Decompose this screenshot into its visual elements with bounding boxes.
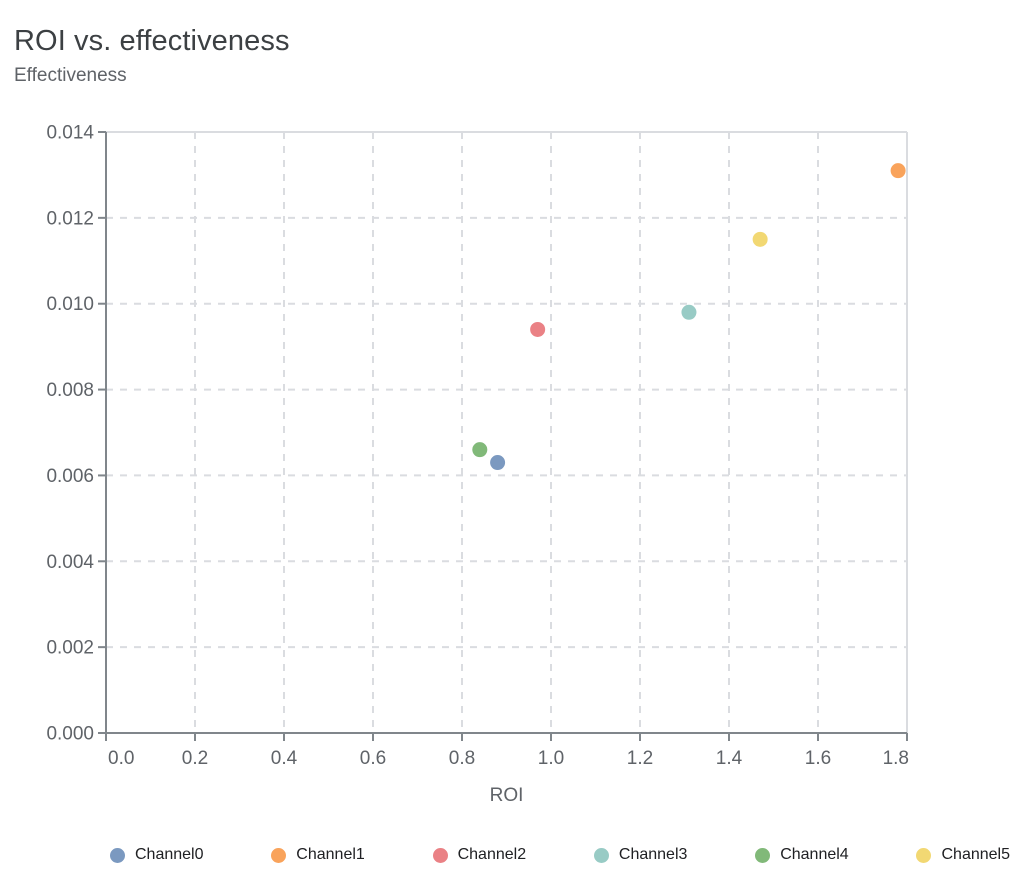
y-tick-label: 0.014 [46,123,94,144]
y-tick-label: 0.010 [46,294,94,315]
y-tick-label: 0.012 [46,208,94,229]
x-tick-label: 0.2 [182,748,208,769]
y-tick-label: 0.008 [46,380,94,401]
legend-label: Channel4 [780,846,849,863]
data-point-channel2[interactable] [530,321,546,337]
data-point-channel0[interactable] [490,455,506,471]
legend-item-channel3[interactable]: Channel3 [593,846,688,864]
legend-marker-icon [432,847,448,863]
legend-label: Channel5 [941,846,1010,863]
x-tick-label: 0.0 [108,748,134,769]
x-tick-label: 1.0 [538,748,564,769]
legend-marker-icon [916,847,932,863]
y-tick-label: 0.006 [46,466,94,487]
x-tick-label: 0.6 [360,748,386,769]
legend-marker-icon [110,847,125,863]
y-tick-label: 0.004 [46,552,94,573]
scatter-plot: 0.0 0.2 0.4 0.6 0.8 1.0 1.2 1.4 1.6 1.8 0.000 0.002… [46,123,909,807]
x-tick-label: 1.6 [805,748,831,769]
legend-label: Channel3 [618,846,688,863]
x-axis-title: ROI [490,785,524,806]
x-tick-label: 0.8 [449,748,475,769]
x-tick-label: 0.4 [271,748,298,769]
data-point-channel4[interactable] [472,442,488,458]
y-axis-title: Effectiveness [14,65,127,86]
legend-item-channel0[interactable]: Channel0 [110,846,204,864]
x-tick-label: 1.8 [883,748,909,769]
legend-label: Channel1 [296,846,365,863]
legend-label: Channel2 [457,846,527,863]
x-tick-label: 1.4 [716,748,743,769]
legend-marker-icon [271,847,287,863]
page-title: ROI vs. effectiveness [14,25,290,58]
data-point-channel3[interactable] [681,304,697,320]
legend-marker-icon [755,847,771,863]
legend-item-channel4[interactable]: Channel4 [755,846,849,864]
legend-marker-icon [593,847,609,863]
data-point-channel5[interactable] [752,231,768,247]
legend-item-channel1[interactable]: Channel1 [271,846,365,864]
x-tick-label: 1.2 [627,748,653,769]
y-tick-label: 0.002 [46,638,94,659]
data-point-channel1[interactable] [890,163,906,179]
legend-label: Channel0 [135,846,204,863]
legend-item-channel2[interactable]: Channel2 [432,846,527,864]
legend-item-channel5[interactable]: Channel5 [916,846,1010,864]
legend: Channel0 Channel1 Channel2 Channel3 Channel4… [0,839,1024,871]
y-tick-label: 0.000 [46,724,94,745]
